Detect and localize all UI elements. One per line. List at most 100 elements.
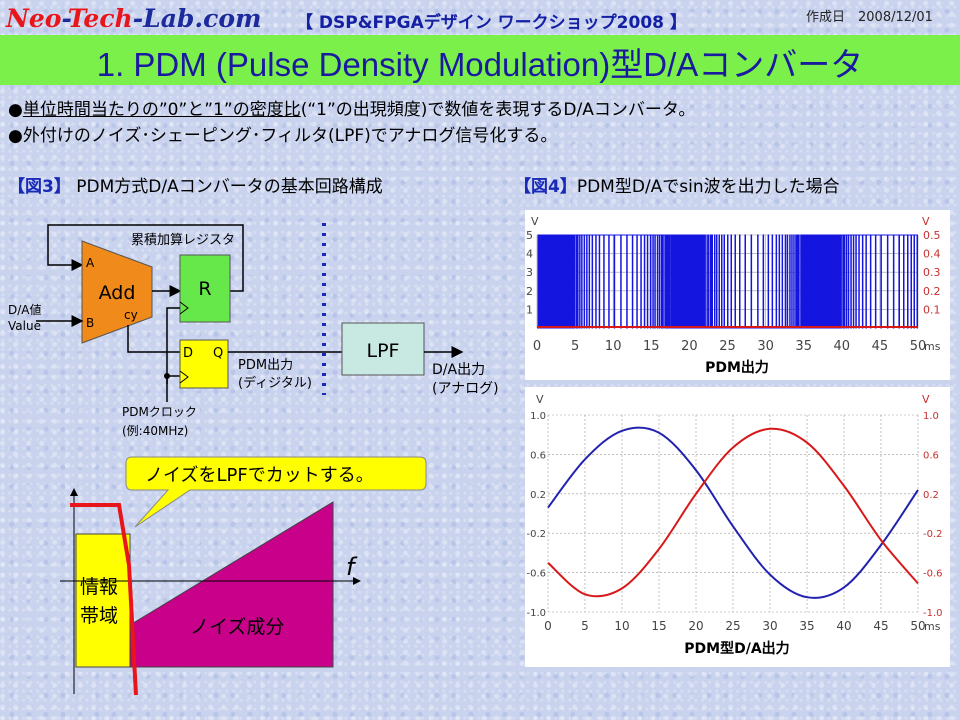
bullet-text: (“1”の出現頻度)で数値を表現するD/Aコンバータ。 (300, 100, 696, 120)
bullet-noise-shaping: ●外付けのノイズ･シェーピング･フィルタ(LPF)でアナログ信号化する。 (8, 126, 558, 146)
pdm-x-tick-label: 50 (910, 339, 927, 354)
callout-text: ノイズをLPFでカットする。 (145, 465, 374, 486)
sin-y-right-tick-label: 0.6 (923, 450, 939, 461)
page-title: 1. PDM (Pulse Density Modulation)型D/Aコンバ… (96, 46, 864, 83)
pdm-y-right-tick-label: 0.3 (923, 266, 941, 279)
sin-axis-labels: 0 5 10 15 20 25 30 35 40 45 50 1.0 0.6 0.2 -0.2 -0.6 -1.… (526, 393, 942, 633)
sin-y-right-unit: V (922, 393, 930, 406)
pdm-y-left-tick-label: 1 (526, 303, 533, 316)
pdm-y-right-tick-label: 0.2 (923, 285, 941, 298)
accumulator-label: 累積加算レジスタ (131, 233, 235, 248)
pdm-x-tick-label: 45 (872, 339, 889, 354)
clock-label-2: (例:40MHz) (122, 424, 188, 438)
register-r-label: R (198, 278, 211, 300)
sin-y-left-unit: V (536, 393, 544, 406)
fig4-title-text: PDM型D/Aでsin波を出力した場合 (576, 177, 840, 197)
register-clock-mark (179, 301, 189, 315)
pdm-y-left-tick-label: 4 (526, 248, 533, 261)
fig4-title: 【図4】PDM型D/Aでsin波を出力した場合 (514, 172, 840, 197)
da-output-caption: PDM型D/A出力 (684, 640, 789, 657)
title-bar (0, 35, 960, 85)
pdm-x-tick-label: 40 (834, 339, 851, 354)
pdm-axis-labels: 0 5 10 15 20 25 30 35 40 45 50123450.10.20.30.40.5… (526, 215, 941, 354)
dff-d-label: D (183, 346, 193, 361)
pdm-y-left-tick-label: 3 (526, 266, 533, 279)
sin-x-tick-label: 10 (614, 619, 629, 633)
pdm-y-right-unit: V (922, 215, 930, 228)
pdm-x-tick-label: 5 (571, 339, 579, 354)
info-band (75, 533, 131, 668)
site-title-neo: Neo (6, 4, 62, 33)
info-band-label-2: 帯域 (80, 605, 118, 627)
dff-q-label: Q (213, 346, 223, 361)
pdm-waveform (537, 234, 918, 329)
port-cy-label: cy (124, 308, 138, 322)
site-title: Neo-Tech-Lab.com (6, 4, 261, 33)
pdm-y-right-tick-label: 0.4 (923, 248, 941, 261)
pdm-x-tick-label: 15 (643, 339, 660, 354)
pdm-y-right-tick-label: 0.5 (923, 229, 941, 242)
sin-x-tick-label: 15 (651, 619, 666, 633)
site-title-lab: Lab (143, 4, 195, 33)
info-band-label-1: 情報 (80, 576, 118, 598)
fig4-bracket: 【図4】 (514, 177, 577, 197)
bullet-underlined-text: 単位時間当たりの”0”と”1”の密度比 (22, 100, 301, 120)
pdm-y-left-tick-label: 2 (526, 285, 533, 298)
da-out-label-2: (アナログ) (432, 381, 499, 397)
pdm-x-tick-label: 10 (605, 339, 622, 354)
site-title-dash: - (132, 4, 144, 33)
sin-y-right-tick-label: -1.0 (923, 608, 943, 619)
add-label: Add (99, 282, 136, 304)
callout-bubble (125, 456, 427, 528)
clock-wire-reg (166, 307, 180, 384)
sin-series-red (547, 427, 919, 598)
site-title-com: .com (194, 4, 262, 33)
sin-y-left-tick-label: 0.6 (530, 450, 546, 461)
fig3-title: 【図3】 PDM方式D/Aコンバータの基本回路構成 (8, 172, 383, 197)
pdm-x-tick-label: 25 (719, 339, 736, 354)
sin-y-left-tick-label: 0.2 (530, 490, 546, 501)
sin-series-blue (547, 426, 919, 599)
sin-x-tick-label: 25 (725, 619, 740, 633)
creation-date: 作成日 2008/12/01 (806, 10, 933, 25)
sin-y-right-tick-label: 1.0 (923, 411, 939, 422)
workshop-title: 【 DSP&FPGAデザイン ワークショップ2008 】 (296, 13, 687, 33)
pdm-out-label-2: (ディジタル) (238, 375, 312, 391)
site-title-tech: Tech (67, 4, 133, 33)
register-r (179, 254, 231, 323)
sin-x-tick-label: 5 (581, 619, 589, 633)
pdm-pulse-train (537, 234, 918, 329)
d-flip-flop (179, 339, 229, 389)
sin-y-right-tick-label: 0.2 (923, 490, 939, 501)
pdm-y-left-tick-label: 5 (526, 229, 533, 242)
fig3-bracket: 【図3】 (8, 177, 71, 197)
feedback-wire (47, 224, 244, 292)
fig3-title-text: PDM方式D/Aコンバータの基本回路構成 (70, 177, 383, 197)
pdm-x-tick-label: 30 (757, 339, 774, 354)
sin-x-tick-label: 35 (799, 619, 814, 633)
port-b-label: B (86, 316, 94, 330)
sin-x-tick-label: 30 (762, 619, 777, 633)
lpf-block (341, 322, 425, 376)
pdm-x-tick-label: 0 (533, 339, 541, 354)
sin-x-tick-label: 0 (544, 619, 552, 633)
pdm-y-left-unit: V (531, 215, 539, 228)
sin-y-left-tick-label: -1.0 (526, 608, 546, 619)
input-label-1: D/A値 (8, 302, 42, 317)
bullet-density: ●単位時間当たりの”0”と”1”の密度比(“1”の出現頻度)で数値を表現するD/… (8, 95, 695, 120)
carry-wire (127, 325, 180, 353)
pdm-output-chart: 0 5 10 15 20 25 30 35 40 45 50123450.10.20.30.40.5… (526, 215, 941, 376)
sin-x-tick-label: 40 (836, 619, 851, 633)
sin-lines (547, 426, 919, 599)
clock-label-1: PDMクロック (122, 405, 197, 419)
pdm-output-caption: PDM出力 (705, 359, 769, 376)
da-output-panel: 0 5 10 15 20 25 30 35 40 45 50 1.0 0.6 0.2 -0.2 -0.6 -1.… (525, 387, 950, 667)
port-a-label: A (86, 256, 95, 270)
noise-region (129, 501, 334, 668)
pdm-x-tick-label: 35 (795, 339, 812, 354)
sin-y-left-tick-label: -0.2 (526, 529, 546, 540)
pdm-y-right-tick-label: 0.1 (923, 303, 941, 316)
da-out-label-1: D/A出力 (432, 362, 485, 378)
pdm-x-tick-label: 20 (681, 339, 698, 354)
da-output-chart: 0 5 10 15 20 25 30 35 40 45 50 1.0 0.6 0.2 -0.2 -0.6 -1.… (526, 393, 942, 657)
